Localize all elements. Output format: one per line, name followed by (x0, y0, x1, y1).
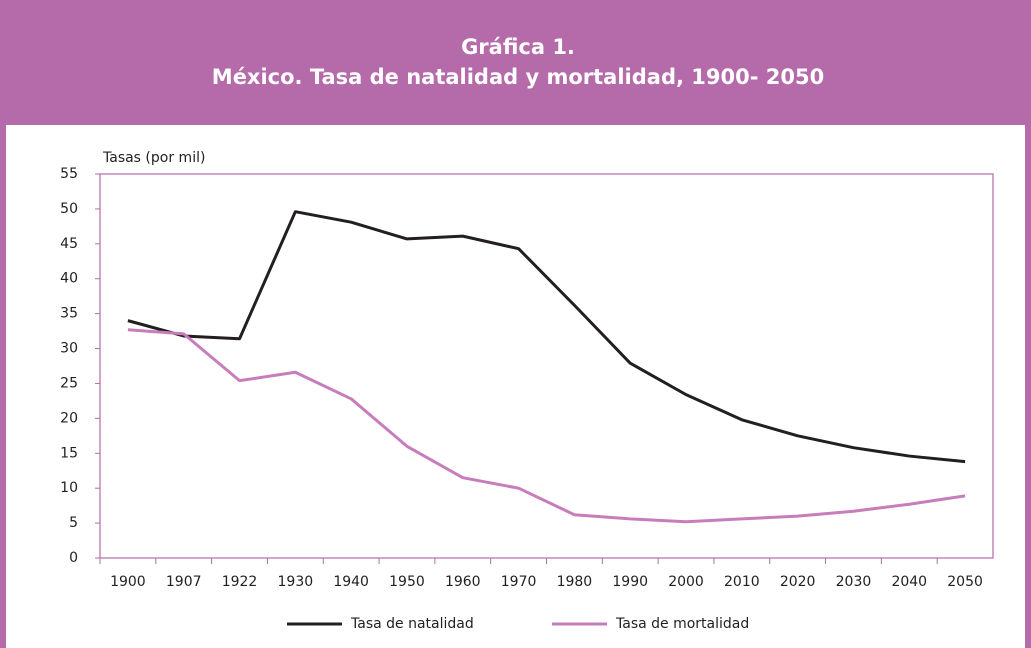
y-axis-title: Tasas (por mil) (102, 150, 205, 166)
legend-label: Tasa de natalidad (350, 616, 474, 632)
x-tick-label: 2020 (780, 574, 816, 590)
x-tick-label: 1930 (278, 574, 314, 590)
y-tick-label: 45 (60, 236, 78, 252)
y-tick-label: 0 (69, 550, 78, 566)
series-line (127, 328, 966, 524)
y-tick-label: 40 (60, 271, 78, 287)
y-tick-label: 35 (60, 306, 78, 322)
y-tick-label: 20 (60, 410, 78, 426)
header-band (0, 0, 1031, 125)
y-tick-label: 10 (60, 480, 78, 496)
chart-subtitle: México. Tasa de natalidad y mortalidad, … (212, 65, 824, 89)
y-tick-label: 30 (60, 341, 78, 357)
x-tick-label: 1960 (445, 574, 481, 590)
x-tick-label: 2040 (891, 574, 927, 590)
chart-title: Gráfica 1. (461, 35, 575, 59)
left-border (0, 0, 6, 648)
x-tick-label: 2050 (947, 574, 983, 590)
x-tick-label: 1922 (222, 574, 258, 590)
x-tick-label: 2010 (724, 574, 760, 590)
y-tick-label: 25 (60, 375, 78, 391)
x-tick-label: 1940 (333, 574, 369, 590)
x-tick-label: 2000 (668, 574, 704, 590)
x-tick-label: 1970 (501, 574, 537, 590)
y-tick-label: 15 (60, 445, 78, 461)
y-tick-label: 55 (60, 166, 78, 182)
y-tick-label: 5 (69, 515, 78, 531)
right-border (1025, 0, 1031, 648)
series-line (127, 210, 966, 464)
x-tick-label: 1900 (110, 574, 146, 590)
legend-label: Tasa de mortalidad (615, 616, 749, 632)
x-tick-label: 2030 (836, 574, 872, 590)
x-tick-label: 1950 (389, 574, 425, 590)
y-tick-label: 50 (60, 201, 78, 217)
x-tick-label: 1907 (166, 574, 202, 590)
x-tick-label: 1980 (557, 574, 593, 590)
x-tick-label: 1990 (612, 574, 648, 590)
